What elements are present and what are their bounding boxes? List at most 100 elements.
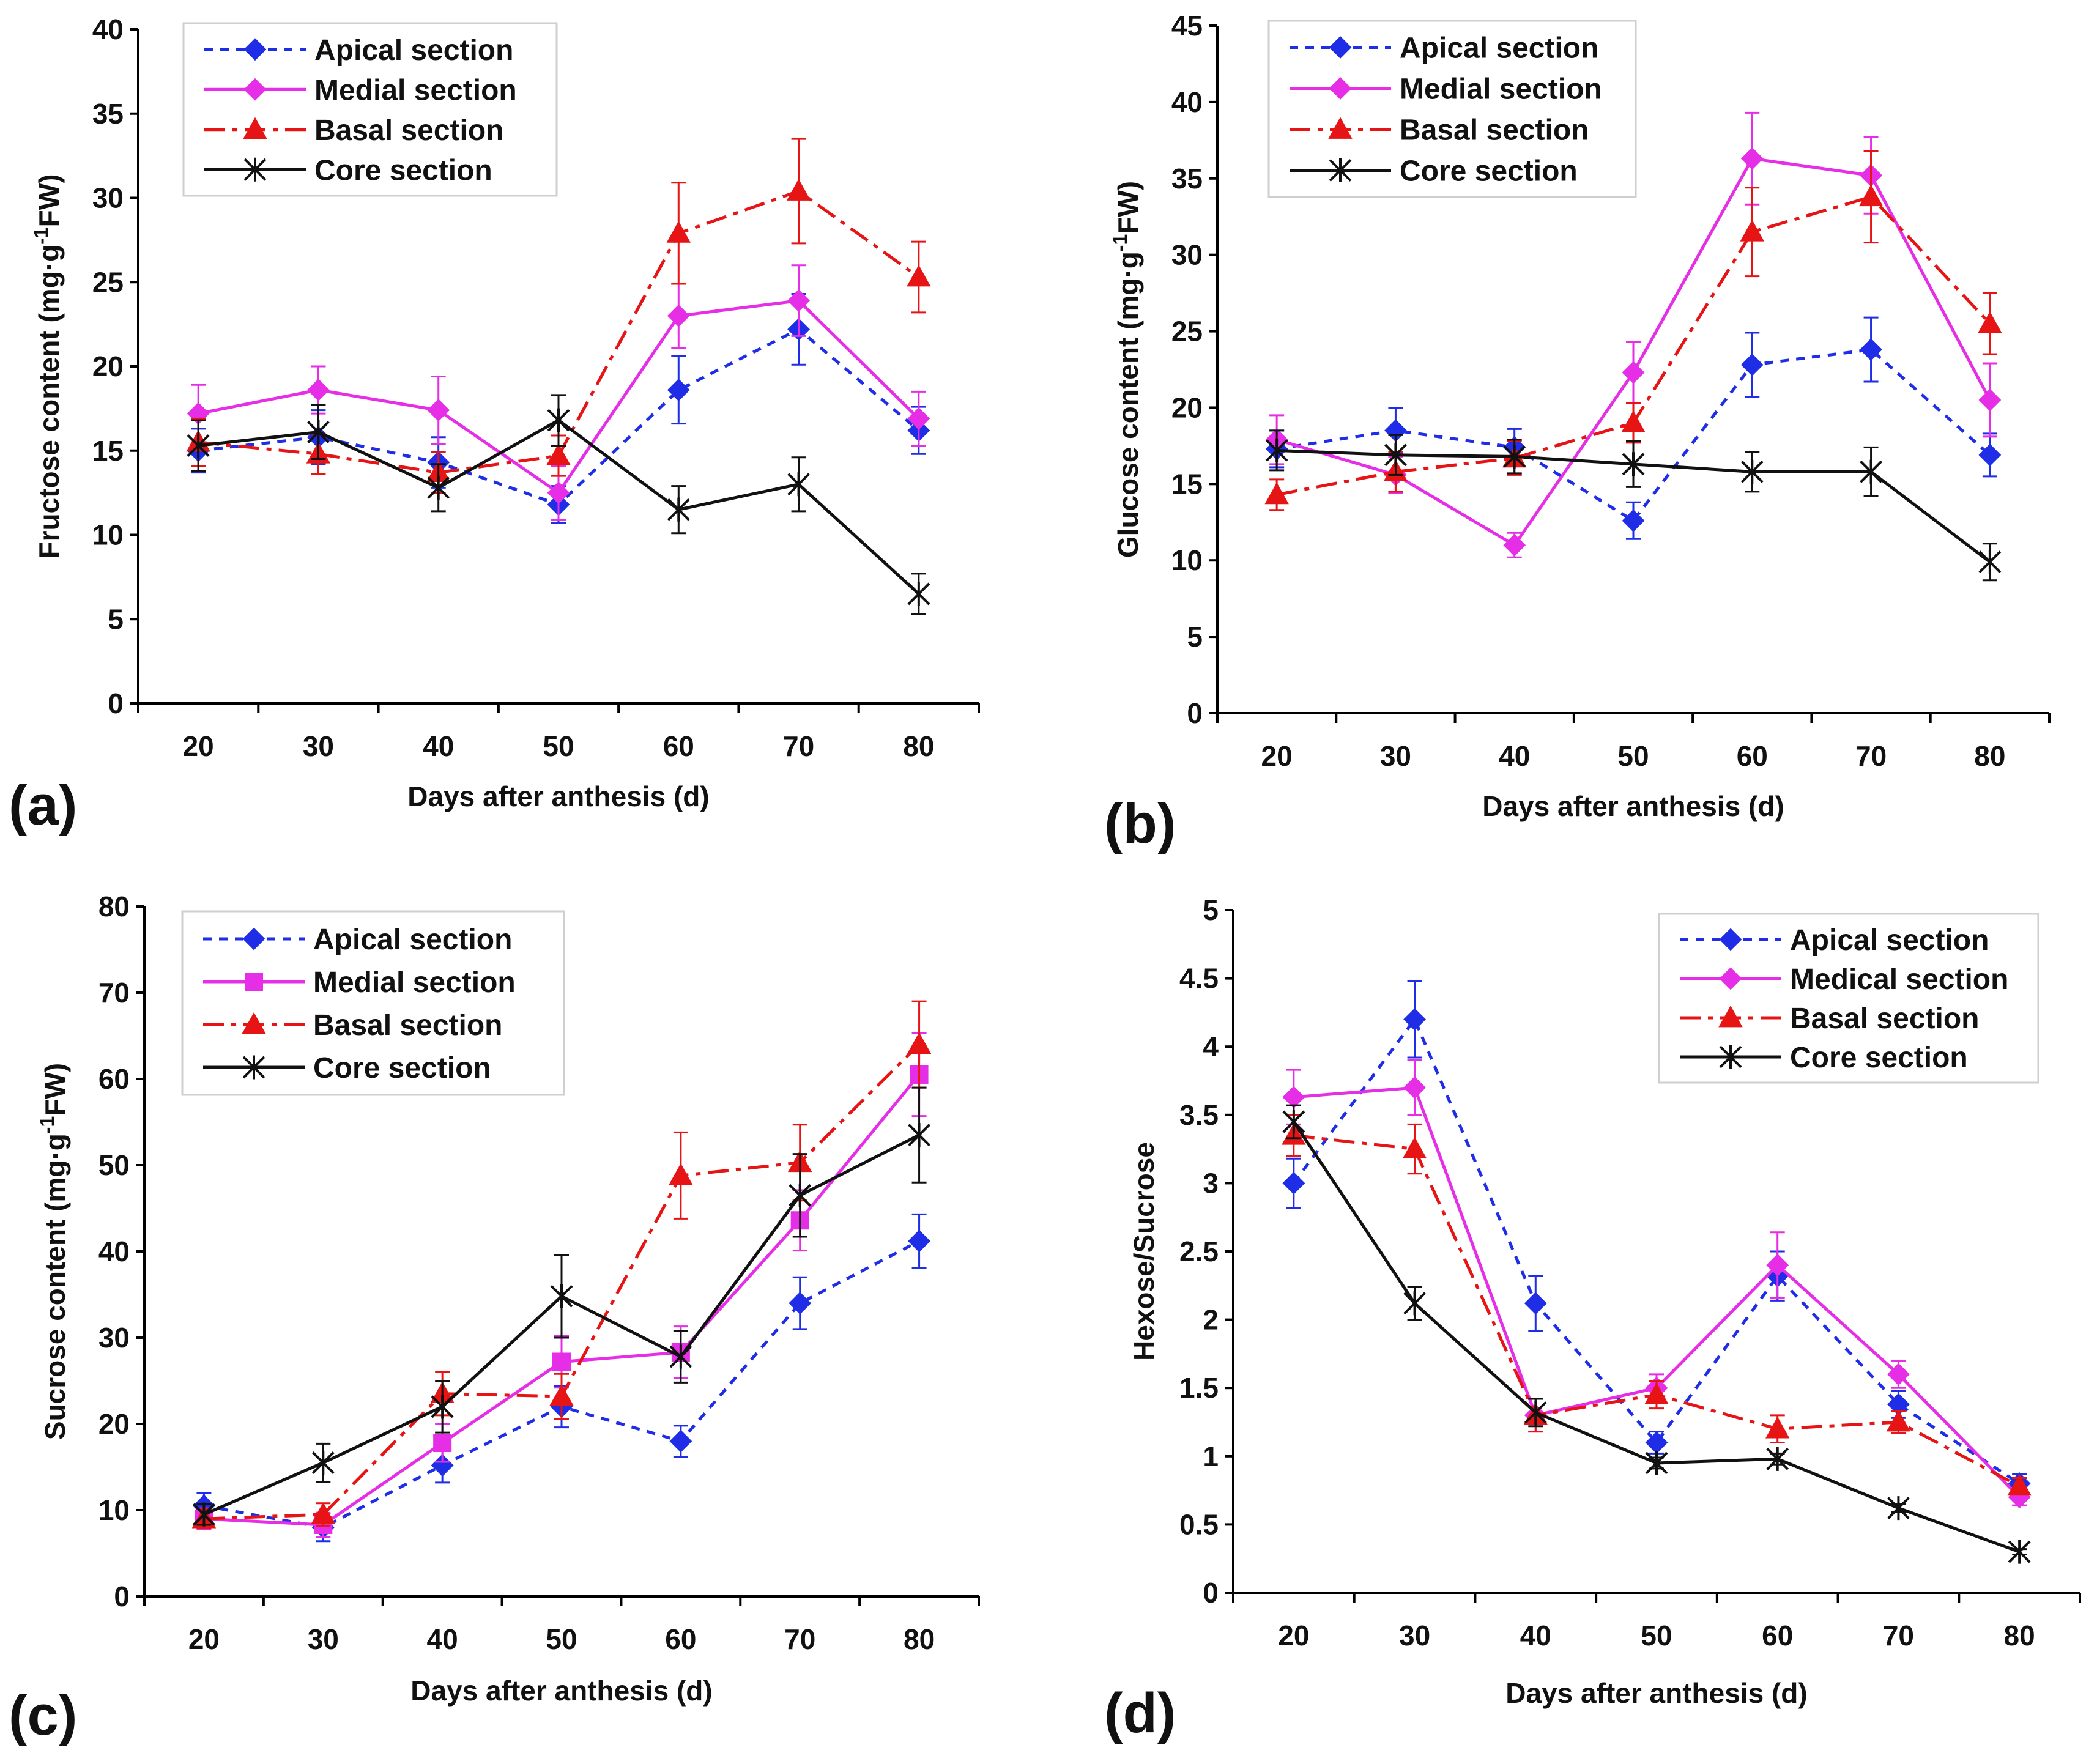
legend-label: Core section — [313, 1052, 491, 1084]
y-tick-label: 25 — [92, 266, 124, 298]
legend-label: Basal section — [1400, 114, 1589, 147]
y-tick-label: 20 — [92, 350, 124, 382]
x-tick-label: 30 — [1399, 1620, 1430, 1651]
legend-label: Core section — [314, 154, 492, 187]
y-tick-label: 15 — [1171, 468, 1203, 500]
data-point — [907, 407, 930, 430]
legend-marker — [243, 157, 267, 182]
y-axis-title-superscript: -1 — [1109, 234, 1131, 251]
data-point — [1740, 459, 1764, 484]
legend-label: Apical section — [1790, 924, 1989, 957]
panel-c-sucrose: 0 10 20 30 40 50 60 70 80 20 30 40 50 60 70 80 Days afte… — [9, 891, 980, 1747]
data-point — [550, 1284, 573, 1308]
x-tick-label: 60 — [665, 1623, 696, 1655]
data-point — [666, 221, 691, 243]
data-point — [1621, 410, 1646, 432]
y-tick-label: 70 — [98, 977, 130, 1009]
data-point — [427, 399, 450, 422]
data-point — [1740, 220, 1764, 242]
data-point — [1978, 443, 2002, 467]
data-point — [669, 1163, 693, 1185]
legend-label: Medical section — [1790, 963, 2008, 996]
x-tick-label: 40 — [423, 730, 454, 762]
y-tick-label: 25 — [1171, 316, 1203, 347]
legend-label: Medial section — [1400, 73, 1602, 106]
legend-marker — [1719, 967, 1742, 990]
y-tick-label: 20 — [98, 1408, 130, 1440]
y-axis-title-unit: FW) — [1112, 181, 1144, 234]
y-tick-label: 80 — [98, 891, 130, 922]
data-point — [789, 1292, 812, 1315]
data-point — [667, 304, 690, 327]
y-tick-label: 0 — [108, 687, 124, 719]
y-tick-label: 30 — [1171, 239, 1203, 271]
y-tick-label: 35 — [1171, 163, 1203, 195]
data-point — [1645, 1451, 1668, 1475]
legend-label: Apical section — [313, 924, 512, 956]
y-tick-label: 30 — [98, 1322, 130, 1354]
x-axis-title: Days after anthesis (d) — [410, 1675, 712, 1707]
legend-label: Basal section — [314, 114, 503, 147]
y-axis-title: Sucrose content (mg·g-1FW) — [36, 1063, 71, 1440]
data-point — [1622, 361, 1645, 384]
y-tick-label: 30 — [92, 182, 124, 214]
legend: Apical section Medial section Basal sectio… — [182, 22, 558, 197]
series-core — [1265, 429, 2002, 582]
x-tick-label: 80 — [2004, 1620, 2035, 1651]
data-point — [1765, 1417, 1790, 1439]
x-axis-title: Days after anthesis (d) — [1505, 1677, 1807, 1709]
x-tick-label: 70 — [783, 730, 814, 762]
data-point — [431, 1395, 454, 1419]
legend-marker — [1718, 1005, 1743, 1028]
y-axis-title-superscript: -1 — [36, 1116, 58, 1133]
data-point — [307, 420, 330, 444]
legend-frame — [1267, 20, 1637, 198]
data-point — [669, 1344, 692, 1369]
data-point — [908, 1123, 930, 1147]
y-tick-label: 5 — [108, 603, 124, 635]
x-tick-label: 70 — [1855, 740, 1887, 772]
data-point — [787, 289, 810, 312]
data-point — [546, 443, 571, 465]
data-point — [907, 264, 931, 287]
data-point — [311, 1450, 335, 1475]
data-point — [1503, 533, 1526, 557]
data-point — [1740, 354, 1764, 376]
legend-marker — [1328, 117, 1353, 139]
data-point — [1403, 1008, 1426, 1031]
y-tick-label: 40 — [98, 1236, 130, 1267]
series-core — [1282, 1104, 2031, 1564]
x-tick-label: 40 — [427, 1623, 458, 1655]
x-tick-label: 60 — [1737, 740, 1768, 772]
y-tick-label: 45 — [1171, 10, 1203, 42]
y-tick-label: 0.5 — [1179, 1508, 1219, 1540]
data-point — [1978, 388, 2002, 412]
data-point — [552, 1352, 571, 1371]
data-point — [547, 481, 570, 505]
x-tick-label: 20 — [188, 1623, 220, 1655]
x-tick-label: 30 — [1380, 740, 1411, 772]
data-point — [1402, 1136, 1427, 1158]
panel-d-hexose-sucrose: 0 0.5 1 1.5 2 2.5 3 3.5 4 4.5 5 20 30 40 50 60 70 80 Days … — [1104, 894, 2081, 1744]
x-axis-title: Days after anthesis (d) — [407, 780, 709, 812]
panel-letter: (b) — [1104, 793, 1176, 855]
data-point — [1403, 1076, 1426, 1099]
x-tick-label: 20 — [1278, 1620, 1309, 1651]
y-tick-label: 2.5 — [1179, 1236, 1219, 1267]
data-point — [1622, 509, 1645, 532]
legend-label: Apical section — [1400, 32, 1598, 65]
x-tick-label: 20 — [1261, 740, 1293, 772]
legend-marker — [1719, 1045, 1742, 1069]
legend-label: Core section — [1790, 1042, 1968, 1074]
y-tick-label: 10 — [1171, 544, 1203, 576]
legend-label: Apical section — [314, 34, 513, 67]
y-tick-label: 2 — [1203, 1304, 1219, 1336]
data-point — [1264, 482, 1289, 505]
y-tick-label: 0 — [1203, 1577, 1219, 1609]
data-point — [427, 475, 450, 500]
data-point — [1524, 1292, 1547, 1315]
legend-marker — [1329, 36, 1352, 59]
data-point — [1282, 1110, 1305, 1134]
data-point — [908, 1229, 930, 1253]
